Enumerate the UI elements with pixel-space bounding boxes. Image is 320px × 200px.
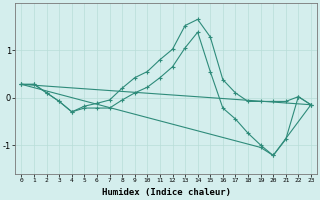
X-axis label: Humidex (Indice chaleur): Humidex (Indice chaleur) (102, 188, 231, 197)
